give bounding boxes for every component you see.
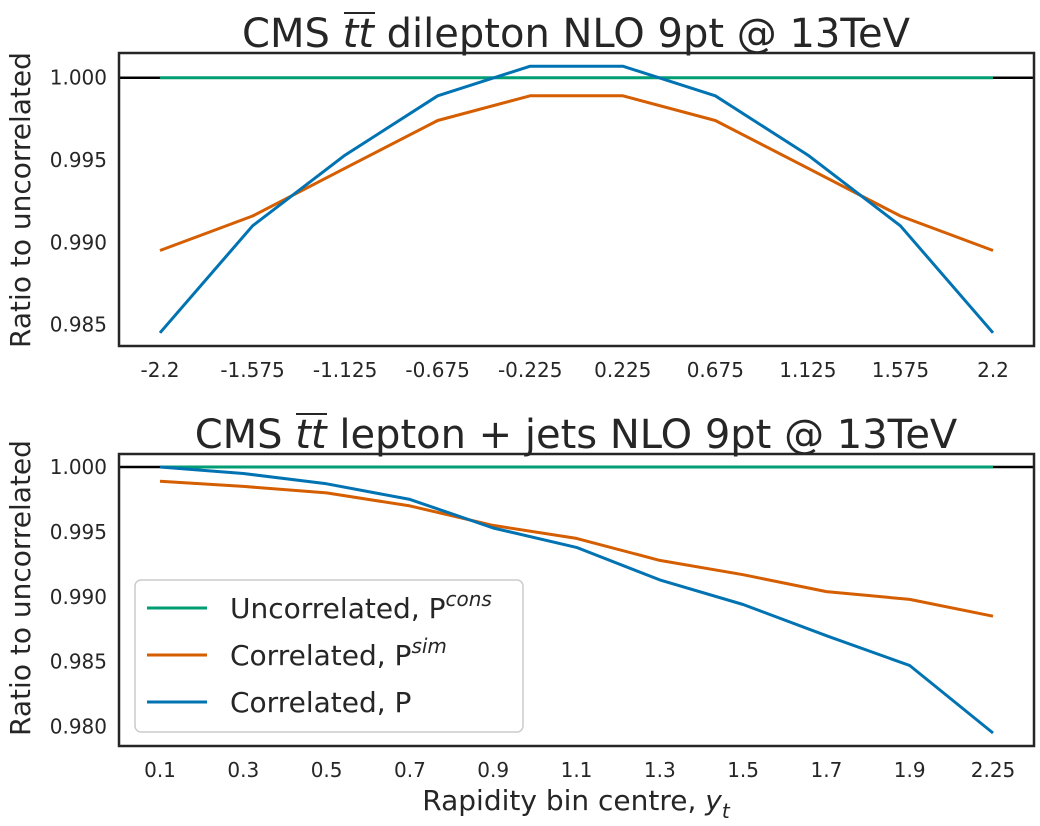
top-x-tick-label: -2.2 [140, 358, 179, 382]
bottom-x-tick-label: 0.5 [311, 758, 343, 782]
bottom-y-tick-label: 1.000 [50, 455, 107, 479]
legend-label-correlated: Correlated, P [230, 686, 411, 719]
bottom-y-ticks: 0.980 0.985 0.990 0.995 1.000 [50, 455, 107, 739]
top-series-lines [119, 64, 1034, 334]
bottom-x-tick-label: 0.9 [477, 758, 509, 782]
legend-box [134, 579, 524, 733]
bottom-x-tick-label: 1.5 [727, 758, 759, 782]
top-y-tick-label: 0.985 [50, 313, 107, 337]
bottom-chart-title: CMS tt lepton + jets NLO 9pt @ 13TeV [195, 412, 958, 458]
top-x-ticks: -2.2 -1.575 -1.125 -0.675 -0.225 0.225 0.675 1.… [140, 358, 1008, 382]
bottom-panel: CMS tt lepton + jets NLO 9pt @ 13TeV Rat… [4, 412, 1036, 823]
top-title-symbol: tt [343, 11, 376, 57]
bottom-y-tick-label: 0.985 [50, 650, 107, 674]
top-x-tick-label: 2.2 [977, 358, 1009, 382]
bottom-x-axis-label: Rapidity bin centre, yt [422, 784, 731, 823]
top-series-line-correlated [158, 64, 995, 334]
bottom-x-tick-label: 0.7 [394, 758, 426, 782]
legend-label-correlated-sim: Correlated, Psim [230, 634, 447, 672]
bottom-plot-frame [117, 452, 1036, 748]
bottom-y-tick-label: 0.980 [50, 715, 107, 739]
bottom-x-tick-label: 2.25 [971, 758, 1016, 782]
top-x-tick-label: 0.675 [687, 358, 744, 382]
bottom-series-lines [119, 465, 1034, 735]
bottom-series-line-correlated [159, 465, 994, 735]
top-panel: CMS tt dilepton NLO 9pt @ 13TeV Ratio to… [4, 11, 1036, 382]
top-x-tick-label: -0.675 [405, 358, 469, 382]
top-y-ticks: 0.985 0.990 0.995 1.000 [50, 66, 107, 337]
bottom-y-tick-label: 0.995 [50, 520, 107, 544]
top-y-tick-label: 0.990 [50, 230, 107, 254]
bottom-series-line-correlated-sim [159, 479, 994, 618]
top-y-tick-label: 0.995 [50, 148, 107, 172]
top-x-tick-label: -0.225 [498, 358, 562, 382]
top-x-tick-label: 1.575 [872, 358, 929, 382]
bottom-x-tick-label: 0.3 [227, 758, 259, 782]
top-y-tick-label: 1.000 [50, 66, 107, 90]
bottom-x-ticks: 0.1 0.3 0.5 0.7 0.9 1.1 1.3 1.5 1.7 1.9 2.25 [144, 758, 1015, 782]
bottom-x-tick-label: 1.1 [561, 758, 593, 782]
bottom-y-axis-label: Ratio to uncorrelated [4, 440, 37, 736]
top-plot-frame [117, 51, 1036, 348]
bottom-x-tick-label: 1.3 [644, 758, 676, 782]
top-chart-title: CMS tt dilepton NLO 9pt @ 13TeV [242, 11, 911, 57]
top-x-tick-label: -1.125 [313, 358, 377, 382]
top-y-axis-label: Ratio to uncorrelated [4, 52, 37, 348]
top-x-tick-label: 0.225 [594, 358, 651, 382]
top-x-tick-label: 1.125 [779, 358, 836, 382]
bottom-x-tick-label: 0.1 [144, 758, 176, 782]
legend: Uncorrelated, Pcons Correlated, Psim Corre… [134, 579, 524, 733]
bottom-x-tick-label: 1.7 [810, 758, 842, 782]
legend-label-uncorrelated: Uncorrelated, Pcons [230, 587, 492, 625]
bottom-title-symbol: tt [295, 412, 328, 458]
bottom-y-tick-label: 0.990 [50, 585, 107, 609]
top-series-line-correlated-sim [159, 94, 994, 252]
bottom-x-tick-label: 1.9 [894, 758, 926, 782]
top-x-tick-label: -1.575 [220, 358, 284, 382]
